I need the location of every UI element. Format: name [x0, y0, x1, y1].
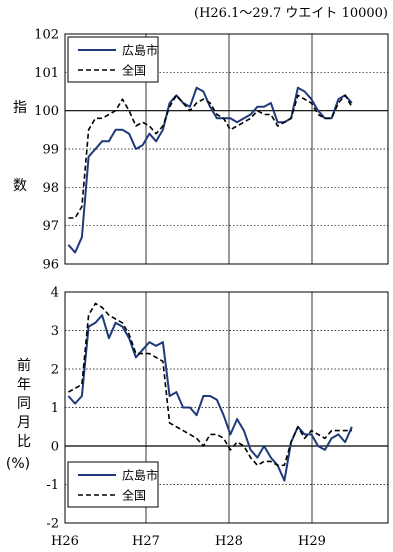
y-tick-label: 2 — [51, 363, 59, 378]
y-axis-label-char: 数 — [13, 178, 27, 194]
y-axis-label-char: 指 — [13, 100, 27, 116]
y-tick-label: -2 — [46, 517, 59, 532]
y-axis-label-char: 前 — [17, 357, 31, 374]
plot-frame — [64, 33, 389, 265]
y-axis-label-char: 比 — [17, 434, 31, 450]
y-tick-label: 102 — [34, 28, 59, 43]
legend-label: 広島市 — [122, 43, 158, 58]
y-tick-label: 1 — [51, 401, 59, 416]
legend-box — [67, 461, 159, 508]
x-tick-label: H28 — [215, 534, 243, 549]
y-axis-label-unit: (%) — [6, 456, 30, 472]
x-tick-label: H26 — [51, 534, 79, 549]
y-tick-label: 0 — [51, 440, 59, 455]
legend-label: 全国 — [122, 488, 146, 503]
y-tick-label: 98 — [42, 181, 59, 196]
y-axis-label-char: 月 — [17, 415, 31, 431]
y-tick-label: 3 — [51, 324, 59, 339]
header-note: (H26.1～29.7 ウエイト 10000) — [194, 6, 388, 21]
y-tick-label: 100 — [34, 104, 59, 119]
y-axis-label-char: 年 — [17, 377, 31, 393]
legend-label: 全国 — [122, 63, 146, 78]
x-tick-label: H29 — [298, 534, 326, 549]
x-tick-label: H27 — [132, 534, 160, 549]
y-tick-label: 97 — [42, 219, 59, 234]
series-line-national — [68, 302, 352, 467]
y-axis-label-char: 同 — [17, 396, 31, 412]
y-tick-label: 96 — [42, 258, 59, 273]
y-tick-label: 101 — [34, 66, 59, 81]
series-line-national — [68, 94, 353, 219]
series-line-hiroshima — [67, 86, 353, 254]
legend-label: 広島市 — [122, 468, 158, 483]
series-line-hiroshima — [67, 314, 353, 482]
y-tick-label: -1 — [46, 478, 59, 493]
y-tick-label: 99 — [42, 143, 59, 158]
y-tick-label: 4 — [51, 286, 59, 301]
legend-box — [67, 36, 159, 83]
plot-frame — [64, 291, 389, 524]
